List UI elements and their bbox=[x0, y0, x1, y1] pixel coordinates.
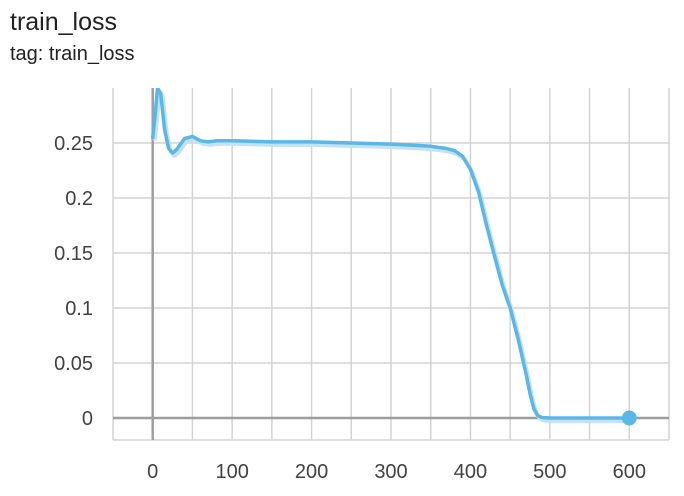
y-axis-ticks: 0 0.05 0.1 0.15 0.2 0.25 bbox=[54, 133, 93, 430]
x-tick-label: 300 bbox=[374, 461, 407, 483]
x-tick-label: 100 bbox=[215, 461, 248, 483]
series-group bbox=[150, 88, 637, 426]
chart-title: train_loss bbox=[10, 8, 117, 36]
y-tick-label: 0.1 bbox=[65, 298, 93, 320]
chart-subtitle: tag: train_loss bbox=[10, 43, 135, 65]
x-tick-label: 400 bbox=[454, 461, 487, 483]
last-point-marker[interactable] bbox=[621, 410, 637, 426]
x-tick-label: 200 bbox=[295, 461, 328, 483]
series-line[interactable] bbox=[150, 88, 632, 420]
y-tick-label: 0 bbox=[82, 408, 93, 430]
x-tick-label: 500 bbox=[533, 461, 566, 483]
y-tick-label: 0.15 bbox=[54, 243, 93, 265]
y-tick-label: 0.25 bbox=[54, 133, 93, 155]
y-tick-label: 0.2 bbox=[65, 188, 93, 210]
x-tick-label: 600 bbox=[613, 461, 646, 483]
y-tick-label: 0.05 bbox=[54, 353, 93, 375]
x-tick-label: 0 bbox=[147, 461, 158, 483]
x-axis-ticks: 0 100 200 300 400 500 600 bbox=[147, 461, 646, 483]
